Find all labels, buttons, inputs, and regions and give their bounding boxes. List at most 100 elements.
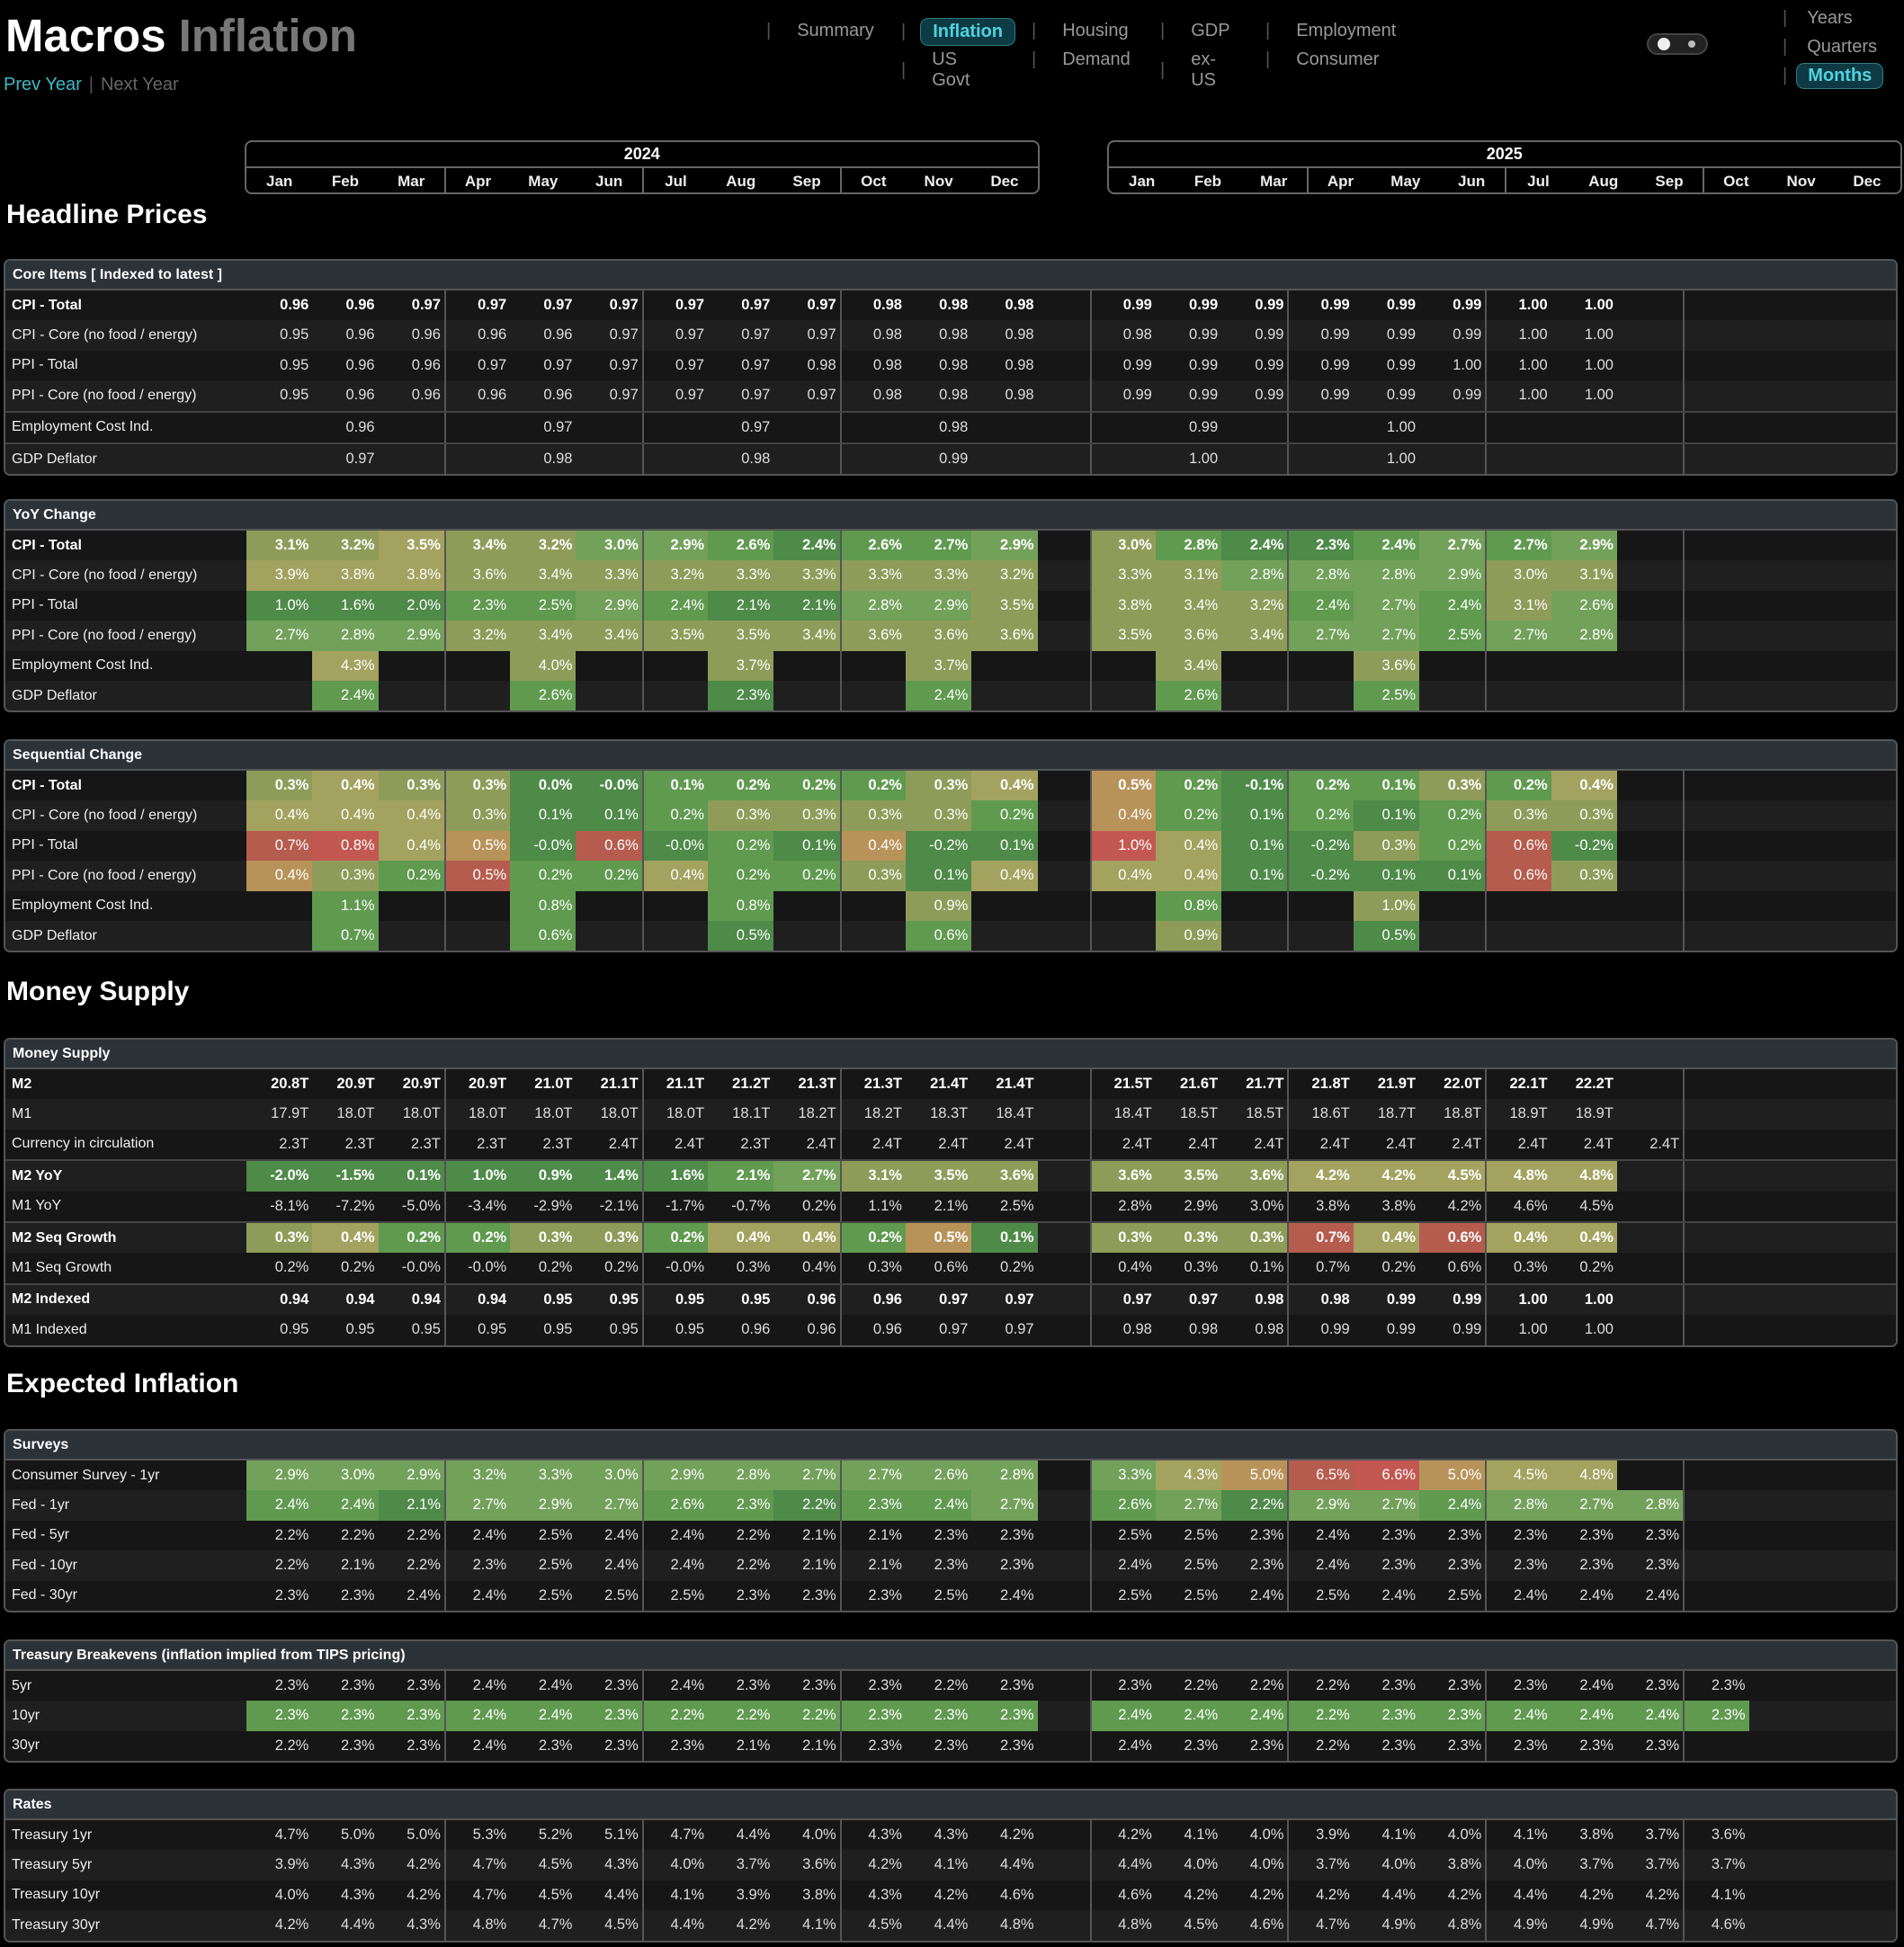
table-cell: 0.99 bbox=[1453, 1291, 1482, 1308]
period-years[interactable]: | Years bbox=[1783, 4, 1888, 32]
next-year-link[interactable]: Next Year bbox=[100, 75, 179, 94]
tab-us-govt[interactable]: | US Govt bbox=[901, 47, 981, 94]
table-cell: -0.2% bbox=[1287, 861, 1354, 891]
table-cell bbox=[443, 920, 510, 951]
table-cell: 18.3T bbox=[930, 1105, 969, 1122]
table-cell bbox=[1038, 800, 1090, 830]
table-cell: 2.3% bbox=[839, 1580, 906, 1611]
table-cell bbox=[1683, 861, 1748, 891]
table-cell: 2.2% bbox=[736, 1526, 771, 1543]
table-cell: 2.4% bbox=[641, 590, 709, 621]
table-cell bbox=[1617, 444, 1683, 474]
table-cell: 0.4% bbox=[312, 771, 379, 801]
table-cell: 4.8% bbox=[443, 1910, 510, 1941]
table-cell: 4.3% bbox=[839, 1820, 906, 1851]
table-cell: 2.2% bbox=[736, 1557, 771, 1574]
row-label: Currency in circulation bbox=[12, 1136, 155, 1152]
table-cell: 4.2% bbox=[1645, 1886, 1680, 1903]
table-cell: 0.96 bbox=[807, 1321, 836, 1338]
table-cell bbox=[1617, 1192, 1683, 1221]
tab-housing[interactable]: | Housing bbox=[1032, 18, 1140, 44]
table-cell: 2.7% bbox=[443, 1490, 511, 1521]
table-body: CPI - Total 0.3% 0.4% 0.3% 0.3% 0.0% -0.0% 0.1%… bbox=[5, 771, 1896, 951]
table-cell: 0.96 bbox=[839, 1284, 906, 1316]
table-cell bbox=[576, 413, 641, 442]
prev-year-link[interactable]: Prev Year bbox=[4, 75, 82, 94]
tab-employment[interactable]: | Employment bbox=[1265, 18, 1408, 44]
tab-inflation[interactable]: | Inflation bbox=[901, 18, 1015, 46]
table-cell: 0.1% bbox=[1249, 1259, 1284, 1276]
table-cell: 3.7% bbox=[1287, 1850, 1353, 1880]
table-cell: 4.2% bbox=[1353, 1161, 1420, 1192]
table-cell: 1.00 bbox=[1584, 326, 1613, 344]
table-cell: 0.98 bbox=[839, 290, 906, 321]
table-cell: 0.2% bbox=[773, 771, 840, 801]
table-cell: 21.6T bbox=[1179, 1076, 1219, 1092]
table-cell: 3.8% bbox=[378, 560, 444, 591]
table-cell: 2.4T bbox=[806, 1135, 836, 1152]
table-row: PPI - Core (no food / energy) 2.7% 2.8% 2.9… bbox=[5, 621, 1896, 651]
table-cell: 3.7% bbox=[905, 650, 972, 681]
table-cell: 4.8% bbox=[1551, 1460, 1617, 1491]
row-label: 30yr bbox=[12, 1737, 40, 1754]
table-cell bbox=[1419, 413, 1485, 442]
data-table: Surveys Consumer Survey - 1yr 2.9% 3.0% 2.9%… bbox=[4, 1429, 1898, 1612]
table-cell: 4.7% bbox=[538, 1916, 573, 1934]
table-cell: -2.1% bbox=[599, 1197, 639, 1214]
table-cell bbox=[443, 680, 510, 711]
table-cell: 1.0% bbox=[443, 1161, 511, 1192]
table-cell: 0.4% bbox=[1155, 830, 1222, 862]
table-cell: 2.3% bbox=[708, 680, 774, 711]
row-label: Employment Cost Ind. bbox=[12, 898, 154, 914]
table-cell bbox=[1038, 1460, 1090, 1490]
table-cell bbox=[1683, 1191, 1748, 1221]
theme-toggle[interactable] bbox=[1647, 33, 1708, 55]
table-cell bbox=[1038, 1910, 1090, 1940]
tab-consumer[interactable]: | Consumer bbox=[1265, 47, 1390, 73]
table-cell: 0.95 bbox=[280, 326, 309, 344]
period-months[interactable]: | Months bbox=[1783, 61, 1888, 90]
table-cell: 18.0T bbox=[443, 1099, 510, 1130]
table-cell: 3.6% bbox=[1683, 1820, 1748, 1851]
table-cell: 0.96 bbox=[443, 320, 510, 351]
table-cell: 0.99 bbox=[1255, 297, 1284, 313]
table-cell bbox=[1617, 771, 1683, 800]
table-cell: 1.00 bbox=[1386, 418, 1417, 435]
table-cell: 18.0T bbox=[534, 1105, 573, 1122]
table-cell: 0.3% bbox=[510, 1222, 577, 1254]
table-cell: -2.0% bbox=[246, 1161, 313, 1192]
table-cell: 2.4% bbox=[905, 1490, 972, 1521]
table-cell: 3.3% bbox=[510, 1460, 577, 1491]
table-cell: 0.97 bbox=[741, 418, 771, 435]
table-cell: 2.4% bbox=[773, 531, 840, 561]
table-cell: 0.0% bbox=[510, 771, 577, 801]
table-cell: 0.5% bbox=[443, 861, 511, 891]
row-label: Treasury 10yr bbox=[12, 1887, 101, 1903]
table-cell: 2.9% bbox=[905, 590, 972, 621]
year-header-2024: 2024 Jan Feb Mar Apr May Jun Jul Aug Sep Oct Nov Dec bbox=[245, 140, 1040, 194]
table-cell: 18.5T bbox=[1246, 1105, 1284, 1122]
table-cell bbox=[1617, 1285, 1683, 1315]
table-cell: 2.7% bbox=[1353, 621, 1420, 651]
tab-ex-us[interactable]: | ex-US bbox=[1160, 47, 1228, 94]
nav-divider: | bbox=[1160, 21, 1166, 40]
table-cell: 4.3% bbox=[839, 1880, 906, 1911]
tab-demand[interactable]: | Demand bbox=[1032, 47, 1142, 73]
table-cell: 2.2% bbox=[1287, 1671, 1353, 1701]
table-cell: 4.4% bbox=[1089, 1850, 1156, 1880]
period-quarters[interactable]: | Quarters bbox=[1783, 32, 1888, 61]
table-cell: 2.2% bbox=[773, 1490, 840, 1521]
table-cell: 2.1% bbox=[839, 1550, 906, 1581]
table-cell: 3.2% bbox=[641, 560, 709, 591]
table-cell bbox=[1038, 591, 1090, 621]
table-cell: 2.7% bbox=[576, 1490, 642, 1521]
tab-gdp[interactable]: | GDP bbox=[1160, 18, 1242, 44]
table-cell: 0.3% bbox=[1551, 800, 1617, 831]
table-cell bbox=[839, 650, 906, 681]
tab-summary[interactable]: | Summary bbox=[766, 18, 886, 44]
nav-label: GDP bbox=[1191, 21, 1230, 40]
table-cell bbox=[1683, 1550, 1748, 1581]
table-cell bbox=[1551, 444, 1617, 474]
table-cell: 2.9% bbox=[641, 1460, 709, 1491]
table-cell bbox=[839, 680, 906, 711]
